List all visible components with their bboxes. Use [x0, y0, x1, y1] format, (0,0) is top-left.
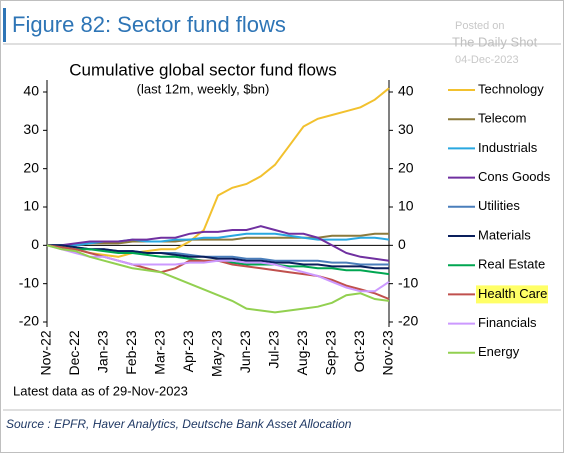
- source: Source : EPFR, Haver Analytics, Deutsche…: [6, 417, 352, 431]
- x-tick-label: Jun-23: [237, 330, 253, 373]
- legend-label: Telecom: [478, 111, 526, 126]
- x-tick-label: Sep-23: [323, 330, 339, 375]
- legend-label: Utilities: [478, 198, 520, 213]
- y-tick-label: 10: [23, 198, 39, 214]
- legend-label: Real Estate: [478, 257, 545, 272]
- series-line: [46, 87, 390, 258]
- series-line: [47, 244, 389, 270]
- x-tick-label: Nov-23: [380, 330, 396, 375]
- x-tick-label: Jul-23: [266, 330, 282, 368]
- x-tick-label: Jan-23: [95, 330, 111, 373]
- y-tick-label: -10: [19, 274, 39, 290]
- legend-highlight: [476, 285, 548, 304]
- x-tick-label: Nov-22: [38, 330, 54, 375]
- series-line: [46, 244, 390, 293]
- chart-title: Cumulative global sector fund flows: [69, 60, 336, 79]
- y-tick-label: 20: [23, 159, 39, 175]
- x-tick-label: Mar-23: [152, 330, 168, 375]
- y-tick-label: 30: [23, 121, 39, 137]
- series-line: [47, 225, 390, 262]
- y-tick-label: 0: [31, 236, 39, 252]
- legend-label: Energy: [478, 344, 520, 359]
- note: Latest data as of 29-Nov-2023: [13, 383, 188, 398]
- y2-tick-label: 20: [398, 159, 414, 175]
- x-tick-label: Feb-23: [123, 330, 139, 375]
- watermark-site: The Daily Shot: [452, 34, 538, 49]
- legend-label: Health Care: [478, 286, 547, 301]
- y-tick-label: -20: [19, 313, 39, 329]
- y-tick-label: 40: [23, 83, 39, 99]
- watermark-date: 04-Dec-2023: [455, 54, 519, 66]
- y2-tick-label: -20: [398, 313, 418, 329]
- figure-title: Figure 82: Sector fund flows: [12, 12, 286, 37]
- legend-label: Financials: [478, 315, 537, 330]
- title-bar: [3, 8, 6, 42]
- x-tick-label: Oct-23: [351, 330, 367, 372]
- legend-label: Materials: [478, 227, 531, 242]
- legend-label: Technology: [478, 81, 544, 96]
- x-tick-label: Apr-23: [180, 330, 196, 372]
- legend-label: Cons Goods: [478, 169, 551, 184]
- y2-tick-label: 40: [398, 83, 414, 99]
- series-line: [46, 244, 390, 314]
- y2-tick-label: 10: [398, 198, 414, 214]
- x-tick-label: Aug-23: [294, 330, 310, 375]
- series-line: [47, 232, 389, 247]
- legend-label: Industrials: [478, 140, 538, 155]
- x-tick-label: Dec-22: [66, 330, 82, 375]
- y2-tick-label: 0: [398, 236, 406, 252]
- chart-subtitle: (last 12m, weekly, $bn): [137, 81, 270, 96]
- watermark-posted: Posted on: [455, 20, 505, 32]
- y2-tick-label: 30: [398, 121, 414, 137]
- x-tick-label: May-23: [209, 330, 225, 377]
- y2-tick-label: -10: [398, 274, 418, 290]
